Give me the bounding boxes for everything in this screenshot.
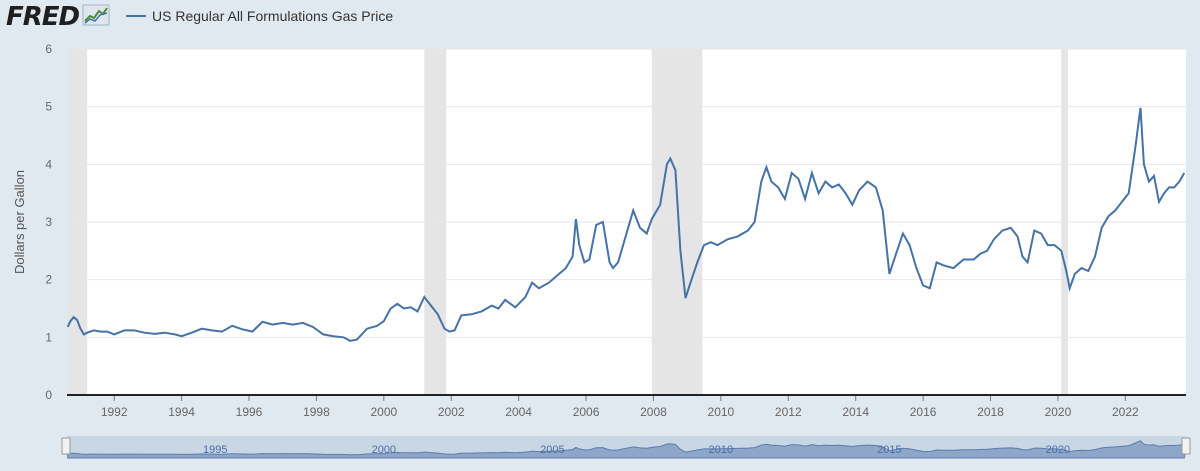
y-axis-label: Dollars per Gallon [12, 170, 27, 274]
x-tick-label: 2008 [640, 405, 667, 419]
navigator-label: 2005 [540, 444, 564, 456]
y-tick-label: 3 [45, 215, 52, 229]
x-tick-label: 2010 [708, 405, 735, 419]
navigator-label: 2020 [1046, 444, 1070, 456]
navigator-label: 2010 [709, 444, 733, 456]
grid-lines [67, 48, 1186, 338]
navigator-label: 1995 [203, 444, 227, 456]
x-tick-label: 2000 [370, 405, 397, 419]
range-navigator[interactable]: 1995 2000 2005 2010 2015 2020 [61, 436, 1191, 459]
x-tick-label: 2020 [1045, 405, 1072, 419]
navigator-handle-right[interactable] [1181, 437, 1191, 455]
x-tick-label: 2006 [573, 405, 600, 419]
x-axis-ticks: 1992 1994 1996 1998 2000 2002 2004 2006 2008 2010… [101, 395, 1139, 419]
y-tick-label: 6 [45, 42, 52, 56]
x-tick-label: 2022 [1112, 405, 1139, 419]
navigator-handle-left[interactable] [61, 437, 71, 455]
chart-header: FRED US Regular All Formulations Gas Pri… [0, 0, 1200, 36]
fred-logo[interactable]: FRED [6, 2, 110, 32]
y-tick-label: 4 [45, 157, 52, 171]
x-tick-label: 2018 [977, 405, 1004, 419]
y-tick-label: 1 [45, 330, 52, 344]
x-tick-label: 1998 [303, 405, 330, 419]
x-tick-label: 1992 [101, 405, 128, 419]
y-axis-ticks: 0 1 2 3 4 5 6 [45, 42, 52, 402]
y-tick-label: 0 [45, 388, 52, 402]
legend-swatch [126, 15, 146, 17]
y-tick-label: 2 [45, 273, 52, 287]
series-line [66, 107, 1186, 342]
x-tick-label: 1994 [168, 405, 195, 419]
x-tick-label: 2004 [505, 405, 532, 419]
x-tick-label: 2012 [775, 405, 802, 419]
x-tick-label: 2002 [438, 405, 465, 419]
legend-label: US Regular All Formulations Gas Price [152, 8, 394, 24]
navigator-labels: 1995 2000 2005 2010 2015 2020 [203, 444, 1070, 456]
navigator-label: 2015 [877, 444, 901, 456]
chart-line-icon [82, 4, 110, 31]
fred-logo-text: FRED [6, 2, 80, 32]
x-tick-label: 2014 [842, 405, 869, 419]
navigator-series-area [67, 440, 1185, 459]
x-tick-label: 2016 [910, 405, 937, 419]
y-tick-label: 5 [45, 100, 52, 114]
navigator-label: 2000 [372, 444, 396, 456]
x-tick-label: 1996 [236, 405, 263, 419]
chart-legend[interactable]: US Regular All Formulations Gas Price [126, 8, 393, 24]
